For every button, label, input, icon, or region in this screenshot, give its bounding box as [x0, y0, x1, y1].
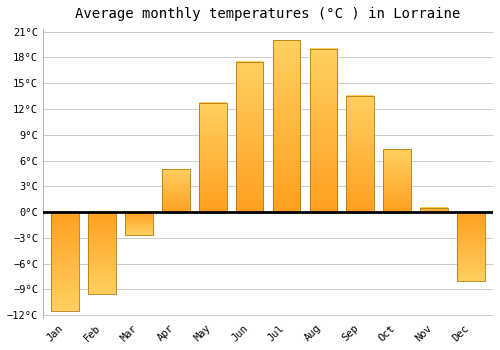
Bar [199, 103, 226, 212]
Bar [162, 169, 190, 212]
Bar [346, 96, 374, 212]
Bar [88, 212, 116, 294]
Bar [420, 208, 448, 212]
Bar [457, 212, 485, 281]
Bar [52, 212, 79, 311]
Bar [310, 49, 337, 212]
Bar [236, 62, 264, 212]
Bar [272, 40, 300, 212]
Bar [125, 212, 153, 235]
Title: Average monthly temperatures (°C ) in Lorraine: Average monthly temperatures (°C ) in Lo… [76, 7, 460, 21]
Bar [384, 149, 411, 212]
